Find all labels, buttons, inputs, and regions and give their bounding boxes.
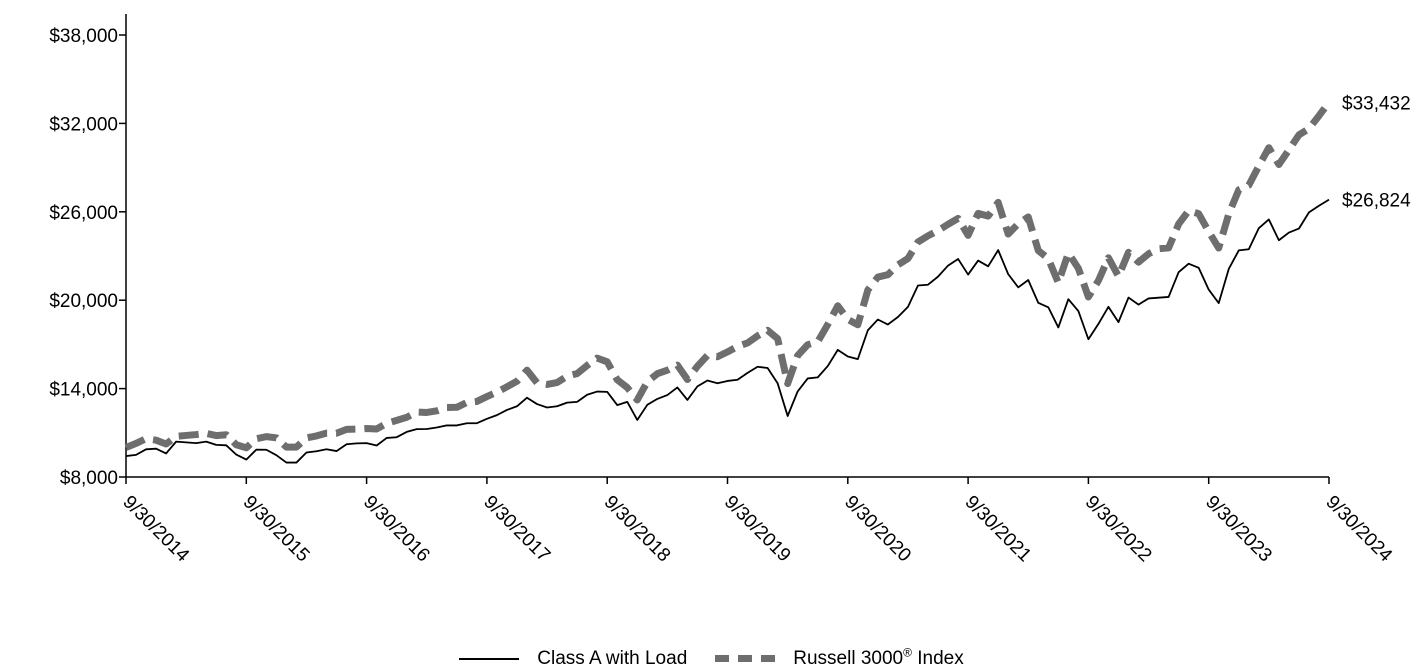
y-tick-label: $8,000 bbox=[60, 468, 118, 489]
y-axis: $8,000 $14,000 $20,000 $26,000 $32,000 $38,00… bbox=[49, 14, 127, 489]
x-tick-label: 9/30/2017 bbox=[479, 492, 554, 567]
x-tick-label: 9/30/2021 bbox=[961, 492, 1036, 567]
x-tick-label: 9/30/2019 bbox=[720, 492, 795, 567]
end-labels: $26,824 $33,432 bbox=[1342, 93, 1411, 211]
x-tick-label: 9/30/2020 bbox=[840, 492, 915, 567]
legend-item-class-a: Class A with Load bbox=[459, 648, 687, 670]
y-tick-label: $26,000 bbox=[49, 203, 118, 224]
series-layer bbox=[124, 100, 1332, 464]
legend-item-russell-3000: Russell 3000® Index bbox=[715, 645, 964, 670]
series-line-class-a bbox=[125, 198, 1330, 464]
line-chart: $8,000 $14,000 $20,000 $26,000 $32,000 $38,00… bbox=[49, 14, 1411, 567]
x-tick-label: 9/30/2022 bbox=[1081, 492, 1156, 567]
x-tick-label: 9/30/2015 bbox=[239, 492, 314, 567]
legend-label-class-a: Class A with Load bbox=[537, 647, 688, 669]
x-tick-label: 9/30/2023 bbox=[1201, 492, 1276, 567]
x-tick-label: 9/30/2024 bbox=[1321, 492, 1396, 567]
y-tick-label: $38,000 bbox=[49, 26, 118, 47]
end-label-russell-3000: $33,432 bbox=[1342, 93, 1411, 114]
x-tick-label: 9/30/2018 bbox=[600, 492, 675, 567]
legend-swatch-solid bbox=[459, 657, 520, 660]
x-axis: 9/30/2014 9/30/2015 9/30/2016 9/30/2017 9/30… bbox=[118, 476, 1396, 567]
y-tick-label: $20,000 bbox=[49, 291, 118, 312]
legend-label-russell-3000: Russell 3000® Index bbox=[793, 645, 964, 669]
y-tick-label: $14,000 bbox=[49, 380, 118, 401]
legend-swatch-dashed bbox=[715, 655, 776, 662]
end-label-class-a: $26,824 bbox=[1342, 191, 1411, 212]
x-tick-label: 9/30/2014 bbox=[118, 492, 193, 567]
y-tick-label: $32,000 bbox=[49, 114, 118, 135]
legend: Class A with Load Russell 3000® Index bbox=[0, 646, 1423, 671]
series-line-russell-3000 bbox=[124, 100, 1332, 452]
x-tick-label: 9/30/2016 bbox=[359, 492, 434, 567]
